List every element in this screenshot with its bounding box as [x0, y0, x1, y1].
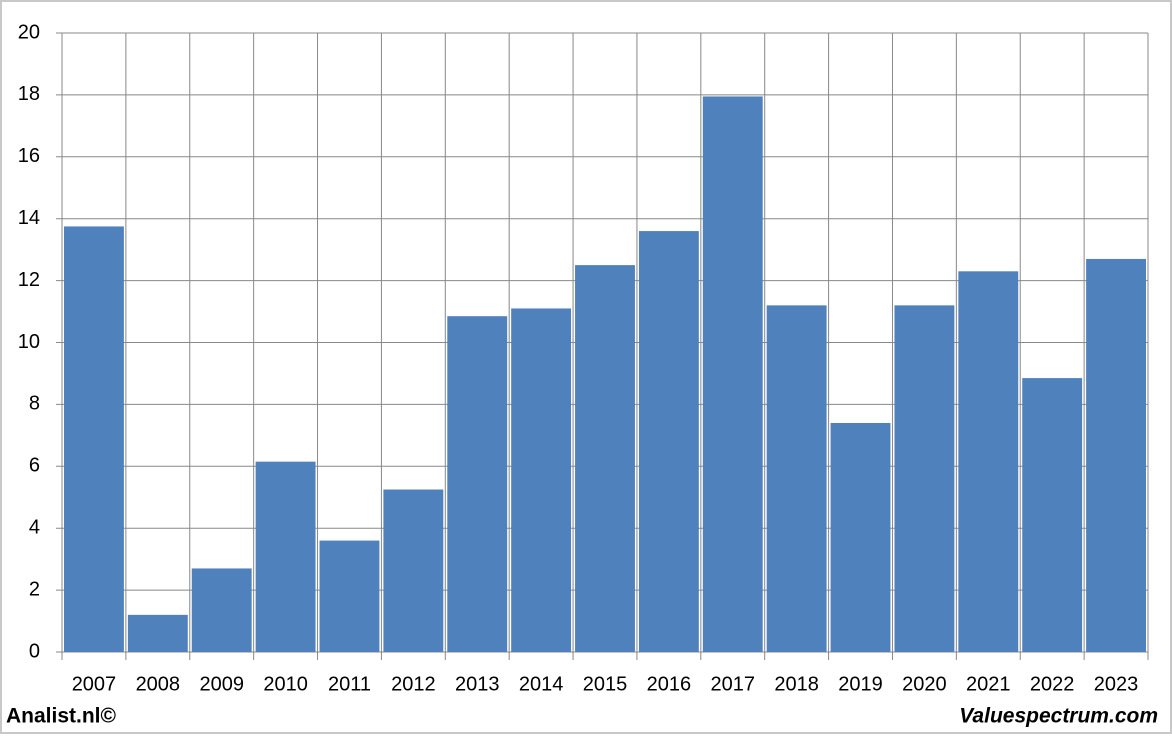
x-tick-label: 2014	[519, 673, 564, 695]
footer-left: Analist.nl©	[6, 705, 117, 728]
bar	[319, 540, 380, 652]
x-tick-label: 2016	[647, 673, 692, 695]
bar	[894, 305, 955, 652]
bar	[766, 305, 827, 652]
footer-right: Valuespectrum.com	[959, 705, 1158, 728]
x-tick-label: 2012	[391, 673, 436, 695]
y-tick-label: 18	[18, 83, 40, 105]
x-tick-label: 2019	[838, 673, 883, 695]
bar	[1086, 258, 1146, 652]
bar	[638, 231, 699, 652]
y-tick-label: 12	[18, 269, 40, 291]
y-tick-label: 10	[18, 331, 40, 353]
bar	[447, 316, 508, 652]
y-tick-label: 2	[29, 578, 40, 600]
y-tick-label: 4	[29, 516, 40, 538]
bar	[830, 422, 891, 652]
x-tick-label: 2021	[966, 673, 1011, 695]
y-tick-label: 0	[29, 640, 40, 662]
x-tick-label: 2013	[455, 673, 500, 695]
x-tick-label: 2007	[72, 673, 117, 695]
y-tick-label: 20	[18, 21, 40, 43]
bar	[383, 489, 444, 652]
bar	[255, 461, 316, 652]
bar	[575, 265, 635, 652]
y-tick-label: 6	[29, 455, 40, 477]
x-tick-label: 2008	[136, 673, 181, 695]
bar	[64, 226, 124, 652]
bar	[702, 96, 763, 652]
x-tick-label: 2009	[199, 673, 244, 695]
bar	[958, 271, 1019, 652]
x-tick-label: 2011	[328, 673, 371, 695]
x-tick-label: 2018	[774, 673, 819, 695]
y-tick-label: 14	[18, 207, 40, 229]
x-tick-label: 2010	[263, 673, 308, 695]
y-tick-label: 16	[18, 145, 40, 167]
x-tick-label: 2023	[1094, 673, 1139, 695]
x-tick-label: 2015	[583, 673, 628, 695]
y-tick-label: 8	[29, 393, 40, 415]
x-tick-label: 2022	[1030, 673, 1075, 695]
bar	[511, 308, 572, 652]
bar	[191, 568, 252, 652]
bar	[127, 614, 188, 652]
bar	[1022, 378, 1083, 652]
x-tick-label: 2017	[711, 673, 756, 695]
x-tick-label: 2020	[902, 673, 947, 695]
